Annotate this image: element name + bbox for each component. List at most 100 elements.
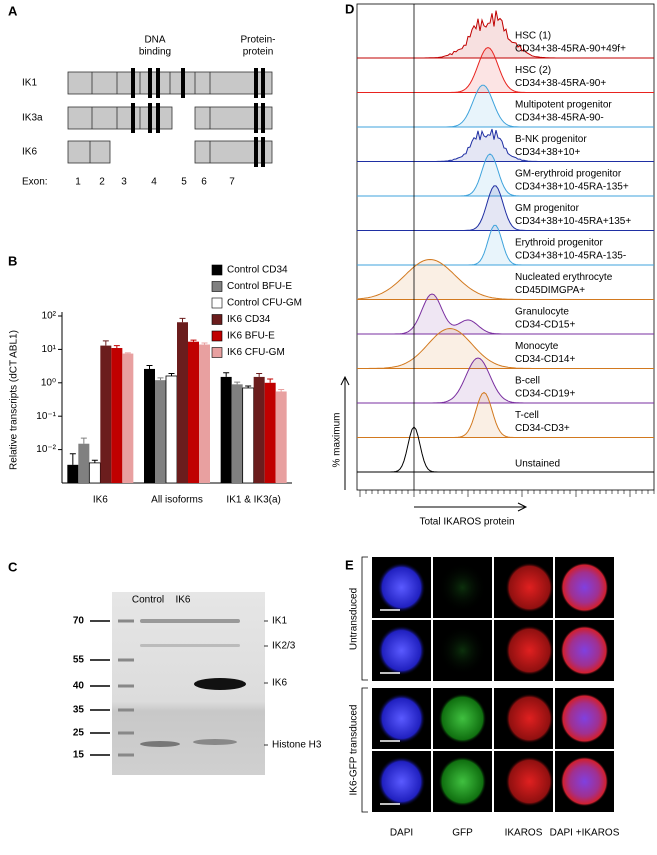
cell: [505, 562, 554, 613]
cell: [505, 693, 554, 744]
bar: [67, 464, 79, 483]
row-group-label: Untransduced: [349, 588, 360, 650]
band: [140, 619, 240, 623]
exon-box: [194, 106, 273, 130]
histogram-fill: [358, 328, 653, 369]
exon-box: [67, 140, 111, 164]
band-label: IK1: [272, 616, 287, 627]
population-name: HSC (2): [515, 65, 551, 76]
population-markers: CD34+38-45RA-90+49f+: [515, 44, 626, 55]
x-tick-label: IK1 & IK3(a): [226, 495, 280, 506]
y-tick-label: 10⁰: [41, 377, 56, 388]
marker-label: 35: [73, 705, 85, 716]
band: [140, 644, 240, 647]
annotation: DNA: [144, 35, 165, 46]
panel-label: B: [8, 253, 17, 268]
population-markers: CD34+38+10-45RA-135+: [515, 182, 629, 193]
exon-box: [194, 140, 273, 164]
population-markers: CD34+38-45RA-90-: [515, 113, 604, 124]
population-markers: CD34+38+10+: [515, 147, 580, 158]
population-markers: CD34-CD19+: [515, 389, 575, 400]
zinc-finger: [148, 103, 152, 133]
error-bar: [256, 372, 263, 377]
ladder-band: [118, 684, 134, 688]
error-bar: [245, 385, 252, 388]
zinc-finger: [261, 137, 265, 167]
exon-number: 2: [99, 177, 105, 188]
population-markers: CD34-CD15+: [515, 320, 575, 331]
zinc-finger: [156, 68, 160, 98]
error-bar: [179, 317, 186, 323]
ladder-band: [118, 619, 134, 623]
cell: [438, 625, 487, 676]
y-tick-label: 10⁻²: [36, 444, 56, 455]
bracket: [361, 687, 368, 813]
error-bar: [168, 372, 175, 376]
error-bar: [124, 352, 131, 354]
population-name: T-cell: [515, 410, 539, 421]
histogram-fill: [358, 225, 653, 265]
marker-label: 40: [73, 681, 85, 692]
population-name: B-cell: [515, 376, 540, 387]
population-name: Multipotent progenitor: [515, 100, 612, 111]
band-label: Histone H3: [272, 740, 322, 751]
zinc-finger: [261, 103, 265, 133]
zinc-finger: [261, 68, 265, 98]
population-markers: CD34-CD14+: [515, 354, 575, 365]
plot-frame: [356, 3, 655, 491]
band-label: IK6: [272, 678, 287, 689]
zinc-finger: [254, 68, 258, 98]
exon-number: 7: [229, 177, 235, 188]
cell: [560, 625, 609, 676]
zinc-finger: [131, 103, 135, 133]
histogram-fill: [358, 185, 653, 231]
zinc-finger: [156, 103, 160, 133]
bar: [253, 376, 265, 483]
annotation: Protein-: [240, 35, 275, 46]
exon-number: 3: [121, 177, 127, 188]
error-bar: [113, 345, 120, 349]
annotation: protein: [243, 47, 274, 58]
lane-label: Control: [132, 595, 164, 606]
error-bar: [91, 459, 98, 463]
population-markers: CD34+38-45RA-90+: [515, 78, 606, 89]
x-tick-label: All isoforms: [151, 495, 203, 506]
population-name: Unstained: [515, 459, 560, 470]
legend-swatch: [211, 314, 223, 325]
isoform-label: IK6: [22, 147, 37, 158]
cell: [438, 693, 487, 744]
row-group-label: IK6-GFP transduced: [349, 705, 360, 796]
error-bar: [102, 340, 109, 346]
ladder-band: [118, 731, 134, 735]
panel-label: C: [8, 559, 18, 574]
histogram-fill: [358, 10, 653, 59]
error-bar: [234, 381, 241, 385]
annotation: binding: [139, 47, 171, 58]
bar: [78, 443, 90, 483]
legend-swatch: [211, 330, 223, 342]
band: [194, 678, 246, 690]
lane-label: IK6: [175, 595, 190, 606]
exon-number: 1: [75, 177, 81, 188]
exon-number: 5: [181, 177, 187, 188]
column-label: DAPI: [390, 828, 413, 839]
legend-label: IK6 CD34: [227, 314, 271, 325]
legend-swatch: [211, 347, 223, 358]
zinc-finger: [148, 68, 152, 98]
histogram-fill: [358, 294, 653, 334]
population-name: Erythroid progenitor: [515, 238, 603, 249]
error-bar: [80, 437, 87, 444]
population-markers: CD34+38+10-45RA+135+: [515, 216, 631, 227]
error-bar: [223, 372, 230, 377]
cell: [438, 756, 487, 807]
bar: [111, 348, 123, 483]
population-markers: CD34-CD3+: [515, 423, 570, 434]
bar: [155, 380, 166, 483]
legend-label: Control CFU-GM: [227, 298, 302, 309]
legend-swatch: [211, 297, 223, 309]
zinc-finger: [254, 137, 258, 167]
marker-label: 70: [73, 616, 85, 627]
bar: [165, 375, 178, 484]
bar: [144, 368, 155, 483]
cell: [438, 562, 487, 613]
